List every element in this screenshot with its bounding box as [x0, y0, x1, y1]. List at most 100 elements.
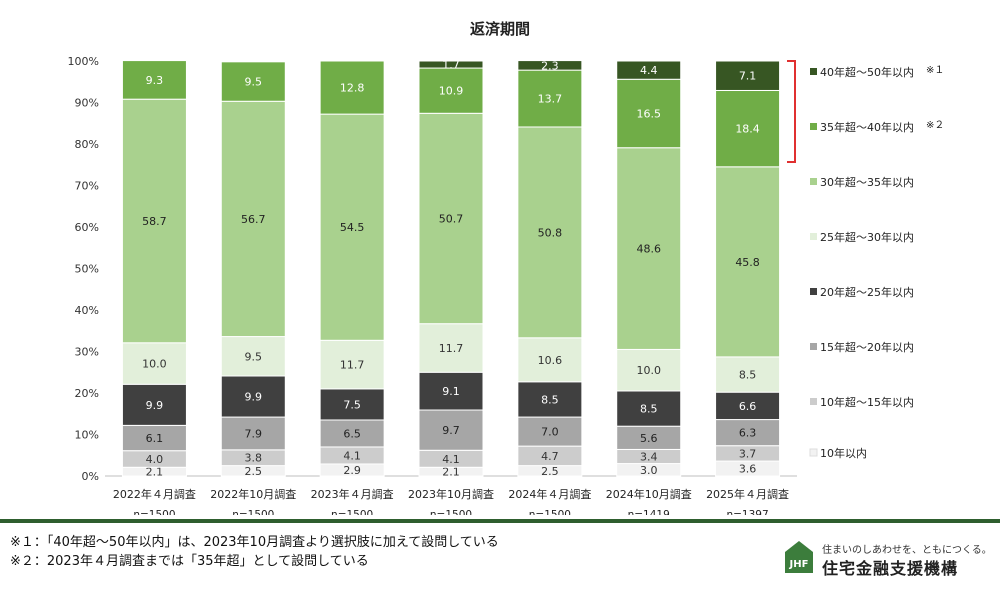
bar-segment [616, 60, 682, 80]
legend-label: 30年超～35年以内 [820, 175, 914, 189]
data-label: 2.1 [442, 466, 460, 479]
data-label: 48.6 [636, 243, 661, 256]
legend-swatch [810, 398, 817, 405]
data-label: 5.6 [640, 432, 658, 445]
data-label: 58.7 [142, 215, 167, 228]
legend-label: 10年超～15年以内 [820, 395, 914, 409]
data-label: 7.1 [739, 70, 757, 83]
data-label: 2.5 [541, 465, 559, 478]
data-label: 7.5 [343, 398, 361, 411]
data-label: 9.3 [146, 74, 164, 87]
data-label: 8.5 [640, 403, 658, 416]
data-label: 2.3 [541, 59, 559, 72]
category-label: 2025年４月調査 [706, 487, 789, 501]
footnote-2: ※２：2023年４月調査までは「35年超」として設問している [10, 554, 369, 569]
data-label: 45.8 [735, 256, 760, 269]
y-tick-label: 90% [75, 97, 99, 110]
svg-text:JHF: JHF [789, 559, 809, 570]
bar-segment [517, 126, 583, 339]
legend-label: 40年超～50年以内 [820, 65, 914, 79]
category-label: 2022年10月調査 [210, 487, 296, 501]
sample-size-label: n=1500 [529, 509, 571, 515]
legend-label: 10年以内 [820, 446, 867, 460]
data-label: 2.1 [146, 466, 164, 479]
bar-segment [418, 112, 484, 325]
bar-segment [517, 69, 583, 128]
legend-label: 25年超～30年以内 [820, 230, 914, 244]
bar-segment [121, 98, 187, 344]
data-label: 3.6 [739, 463, 757, 476]
data-label: 8.5 [739, 369, 757, 382]
bar-segment [319, 60, 385, 115]
data-label: 4.0 [146, 453, 164, 466]
y-tick-label: 70% [75, 180, 99, 193]
bar-segment [319, 113, 385, 341]
bar-segment [715, 166, 781, 358]
data-label: 9.9 [245, 391, 263, 404]
y-tick-label: 60% [75, 221, 99, 234]
legend-swatch [810, 233, 817, 240]
y-tick-label: 50% [75, 263, 99, 276]
y-tick-label: 100% [68, 55, 99, 68]
logo-tagline: 住まいのしあわせを、ともにつくる。 [822, 545, 992, 556]
data-label: 50.7 [439, 212, 464, 225]
category-label: 2024年10月調査 [606, 487, 692, 501]
data-label: 3.0 [640, 464, 658, 477]
legend-note-mark: ※２ [926, 120, 944, 131]
data-label: 4.1 [442, 453, 460, 466]
sample-size-label: n=1500 [232, 509, 274, 515]
data-label: 9.1 [442, 385, 460, 398]
data-label: 16.5 [636, 107, 661, 120]
bar-segment [220, 375, 286, 418]
data-label: 11.7 [439, 342, 464, 355]
data-label: 9.5 [245, 76, 263, 89]
legend-label: 20年超～25年以内 [820, 285, 914, 299]
chart-title: 返済期間 [469, 20, 530, 38]
data-label: 4.4 [640, 64, 658, 77]
bar-segment [616, 390, 682, 427]
bar-segment [517, 60, 583, 71]
bar-segment [418, 371, 484, 411]
data-label: 54.5 [340, 221, 365, 234]
data-label: 50.8 [538, 226, 563, 239]
footnote-1: ※１：「40年超～50年以内」は、2023年10月調査より選択肢に加えて設問して… [10, 535, 499, 550]
data-label: 13.7 [538, 93, 563, 106]
data-label: 4.1 [343, 449, 361, 462]
y-tick-label: 30% [75, 346, 99, 359]
category-label: 2024年４月調査 [508, 487, 591, 501]
bar-segment [616, 78, 682, 149]
bar-segment [220, 416, 286, 451]
data-label: 9.9 [146, 399, 164, 412]
bar-segment [517, 381, 583, 418]
bar-segment [715, 89, 781, 168]
data-label: 6.3 [739, 427, 757, 440]
data-label: 9.5 [245, 350, 263, 363]
data-label: 1.7 [442, 59, 460, 72]
data-label: 10.6 [538, 354, 563, 367]
bar-segment [517, 416, 583, 447]
data-label: 6.6 [739, 400, 757, 413]
legend-swatch [810, 123, 817, 130]
y-tick-label: 0% [82, 470, 99, 483]
data-label: 7.0 [541, 426, 559, 439]
legend-swatch [810, 178, 817, 185]
legend-swatch [809, 448, 818, 457]
bar-segment [418, 323, 484, 373]
legend-swatch [810, 68, 817, 75]
data-label: 56.7 [241, 213, 266, 226]
bar-segment [220, 336, 286, 377]
bar-segment [616, 348, 682, 392]
bar-segment [616, 147, 682, 350]
legend-bracket [787, 60, 796, 163]
data-label: 11.7 [340, 359, 365, 372]
data-label: 2.9 [343, 464, 361, 477]
sample-size-label: n=1500 [430, 509, 472, 515]
bar-segment [121, 60, 187, 100]
bar-segment [220, 61, 286, 102]
category-label: 2023年４月調査 [311, 487, 394, 501]
bar-segment [418, 67, 484, 114]
legend-swatch [810, 288, 817, 295]
bar-segment [319, 339, 385, 390]
bar-segment [418, 60, 484, 69]
data-label: 12.8 [340, 82, 365, 95]
